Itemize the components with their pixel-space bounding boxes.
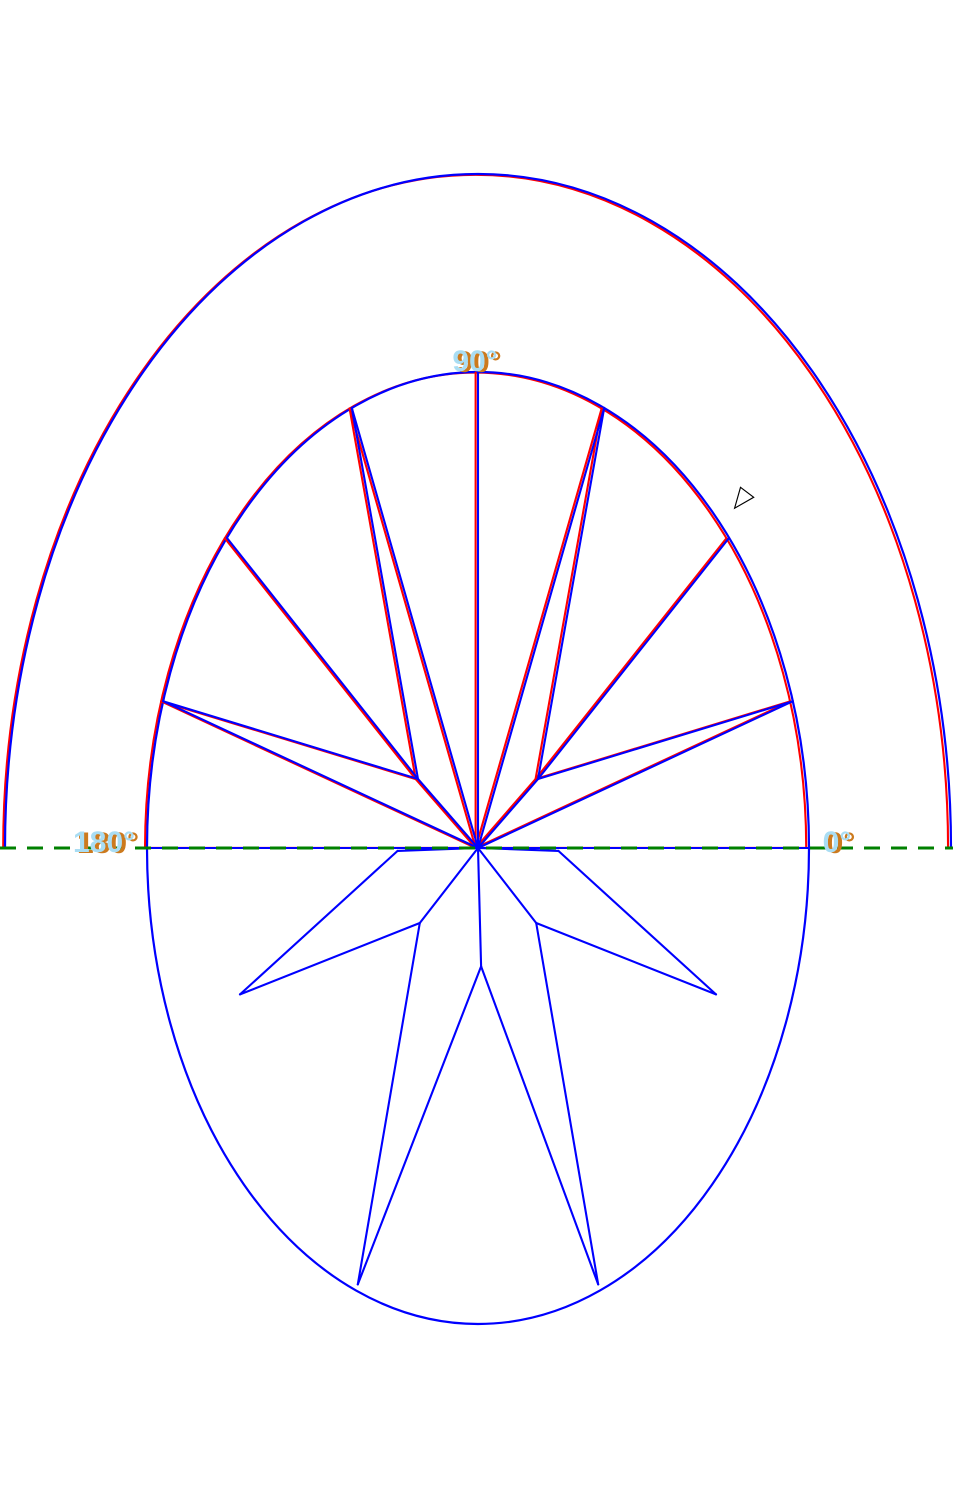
svg-text:180°: 180° <box>73 826 135 859</box>
svg-text:90°: 90° <box>452 345 497 378</box>
svg-text:0°: 0° <box>823 826 852 859</box>
